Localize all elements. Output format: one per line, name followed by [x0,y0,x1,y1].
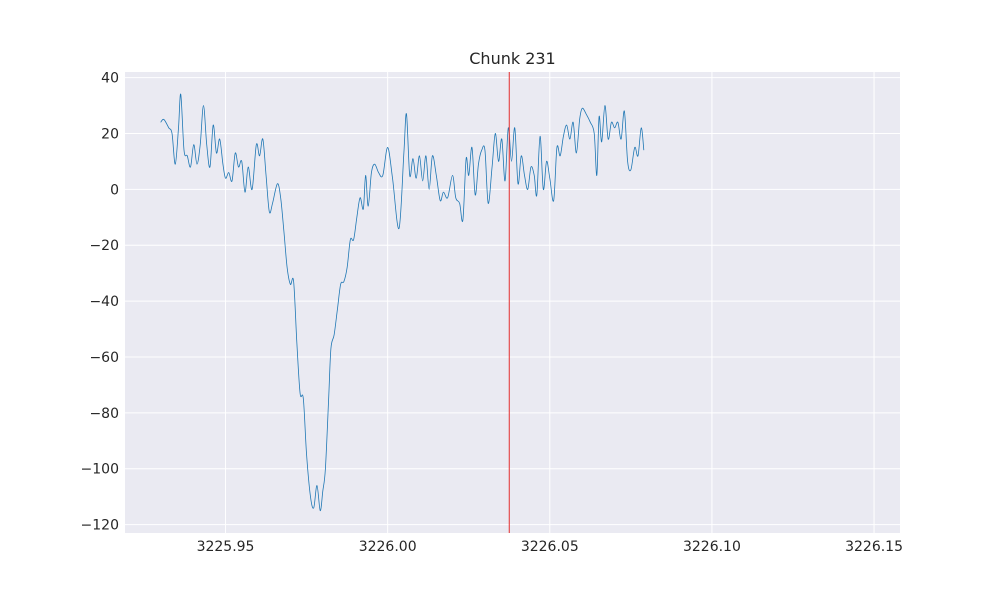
plot-background [125,72,900,533]
y-tick-label: −120 [81,518,119,534]
chart-title: Chunk 231 [469,49,555,68]
y-tick-label: 40 [101,71,119,87]
grid-lines [125,72,900,533]
x-tick-label: 3225.95 [197,539,255,555]
y-tick-label: −60 [89,350,119,366]
tick-labels: 3225.95 3226.00 3226.05 3226.10 3226.15 40 20 0… [81,71,903,555]
y-tick-label: −80 [89,406,119,422]
series-layer [160,93,645,512]
y-tick-label: −40 [89,294,119,310]
series-line [160,93,645,512]
x-tick-label: 3226.00 [359,539,417,555]
y-tick-label: 20 [101,126,119,142]
x-tick-label: 3226.15 [845,539,903,555]
y-tick-label: −20 [89,238,119,254]
y-tick-label: 0 [110,182,119,198]
y-tick-label: −100 [81,462,119,478]
x-tick-label: 3226.10 [683,539,741,555]
x-tick-label: 3226.05 [521,539,579,555]
